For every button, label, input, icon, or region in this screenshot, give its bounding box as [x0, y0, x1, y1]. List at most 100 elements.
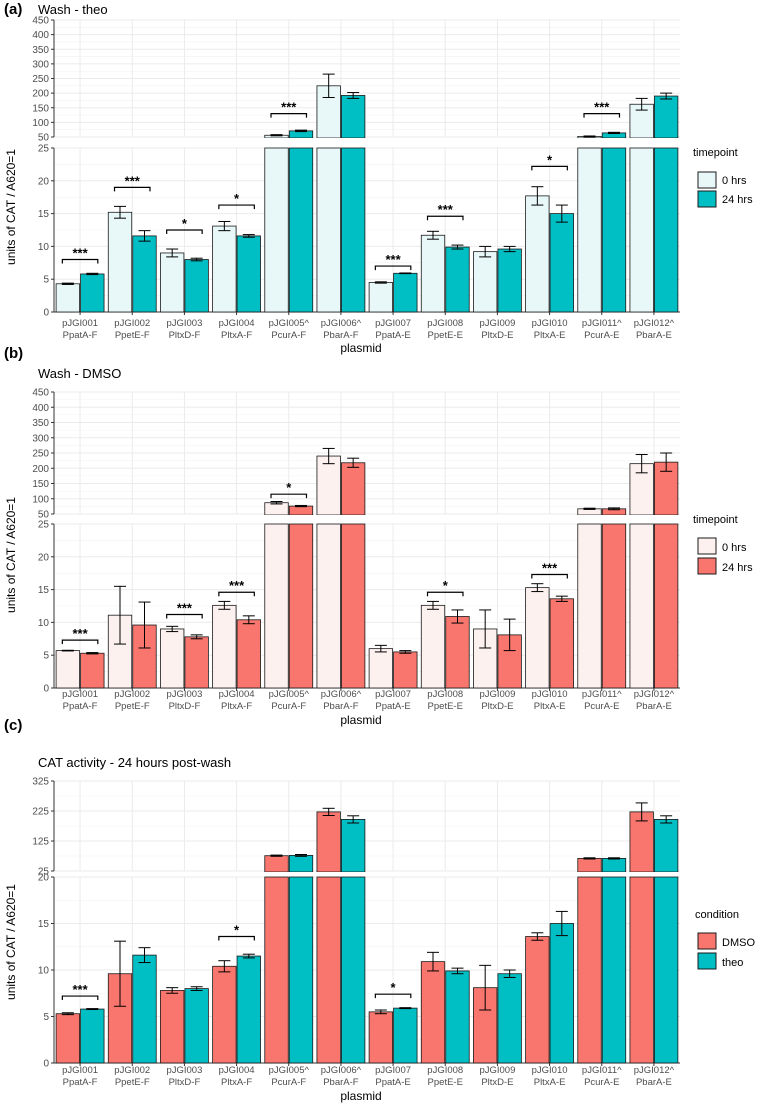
panel-label-c: (c)	[4, 717, 22, 734]
x-tick-label-promoter: PbarA-F	[323, 1077, 359, 1088]
legend-title-b: timepoint	[693, 514, 738, 526]
x-tick-label-plasmid: pJGI006^	[321, 318, 362, 329]
legend-swatch-0-a	[697, 171, 717, 189]
y-tick-label-lower: 25	[38, 144, 50, 155]
x-tick-label-plasmid: pJGI005^	[269, 689, 310, 700]
bar-DMSO-8	[420, 961, 446, 1064]
significance-label: *	[443, 578, 449, 593]
axis-break-gap	[52, 515, 682, 523]
panel-label-b: (b)	[4, 345, 23, 362]
y-tick-label-lower: 5	[43, 1012, 49, 1023]
bar-0-hrs-8	[420, 234, 446, 313]
x-tick-label-plasmid: pJGI010	[532, 689, 568, 700]
y-tick-label-upper: 125	[32, 837, 49, 848]
x-tick-label-promoter: PpatA-F	[63, 701, 98, 712]
x-tick-label-promoter: PltxA-E	[534, 1077, 566, 1088]
bar-24-hrs-1	[80, 273, 105, 313]
bar-theo-6	[341, 876, 366, 1064]
bar-24-hrs-11	[601, 147, 627, 313]
legend-entry-1-a: 24 hrs	[722, 194, 753, 206]
bar-24-hrs-2	[132, 235, 157, 313]
significance-bracket	[61, 639, 99, 645]
bar-upper-theo-5	[288, 855, 314, 873]
legend-swatch-0-b	[697, 537, 717, 555]
significance-label: ***	[542, 561, 558, 576]
x-tick-label-promoter: PcurA-F	[271, 1077, 306, 1088]
significance-bracket	[374, 993, 412, 999]
legend-entry-0-c: DMSO	[722, 937, 755, 949]
y-tick-label-lower: 10	[38, 966, 50, 977]
x-tick-label-plasmid: pJGI007	[375, 1065, 411, 1076]
bar-theo-11	[601, 876, 627, 1064]
bar-24-hrs-3	[184, 636, 209, 689]
y-tick-label-lower: 10	[38, 242, 50, 253]
x-tick-label-plasmid: pJGI011^	[582, 1065, 622, 1076]
legend-swatch-1-a	[697, 190, 717, 208]
y-tick-label-lower: 20	[38, 552, 50, 563]
x-tick-label-plasmid: pJGI008	[427, 1065, 463, 1076]
bar-24-hrs-4	[236, 235, 261, 313]
significance-bracket	[218, 935, 255, 941]
panel-title-a: Wash - theo	[38, 2, 108, 17]
x-tick-label-plasmid: pJGI001	[62, 1065, 98, 1076]
panel-a: (a) Wash - theo units of CAT / A620=1 pl…	[4, 1, 753, 355]
bar-24-hrs-1	[80, 652, 105, 689]
panel-title-b: Wash - DMSO	[38, 366, 121, 381]
bar-DMSO-4	[212, 965, 237, 1064]
bar-0-hrs-10	[525, 195, 550, 313]
bar-0-hrs-4	[212, 225, 237, 313]
bar-24-hrs-4	[236, 619, 261, 689]
x-tick-label-promoter: PbarA-F	[323, 330, 359, 341]
x-tick-label-plasmid: pJGI009	[479, 318, 515, 329]
bar-0-hrs-8	[420, 604, 446, 689]
bar-DMSO-6	[316, 876, 341, 1064]
panel-title-c: CAT activity - 24 hours post-wash	[38, 755, 231, 770]
bar-0-hrs-3	[160, 252, 185, 313]
y-tick-label-lower: 0	[43, 1059, 49, 1070]
x-tick-label-plasmid: pJGI003	[166, 689, 202, 700]
y-tick-label-lower: 20	[38, 873, 50, 884]
y-tick-label-lower: 20	[38, 176, 50, 187]
significance-bracket	[218, 204, 255, 210]
bar-0-hrs-11	[577, 147, 602, 313]
x-tick-label-plasmid: pJGI002	[114, 318, 150, 329]
x-tick-label-plasmid: pJGI002	[114, 1065, 150, 1076]
x-tick-label-plasmid: pJGI011^	[582, 689, 622, 700]
bar-upper-DMSO-5	[264, 855, 289, 873]
bar-upper-24-hrs-5	[288, 505, 314, 516]
bar-0-hrs-5	[264, 523, 289, 689]
y-tick-label-upper: 50	[38, 133, 50, 144]
x-tick-label-plasmid: pJGI006^	[321, 689, 362, 700]
y-tick-label-lower: 0	[43, 308, 49, 319]
bar-upper-DMSO-6	[316, 811, 341, 873]
y-tick-label-upper: 450	[32, 16, 49, 27]
bar-0-hrs-11	[577, 523, 602, 689]
bar-DMSO-5	[264, 876, 289, 1064]
x-tick-label-promoter: PltxD-F	[169, 1077, 201, 1088]
x-tick-label-plasmid: pJGI005^	[269, 318, 310, 329]
significance-bracket	[374, 265, 412, 271]
y-tick-label-upper: 325	[32, 777, 49, 788]
y-tick-label-upper: 250	[32, 74, 49, 85]
x-tick-label-plasmid: pJGI004	[219, 1065, 255, 1076]
x-tick-label-promoter: PltxA-F	[221, 1077, 252, 1088]
y-axis-label-c: units of CAT / A620=1	[4, 884, 18, 1000]
x-tick-label-promoter: PpatA-E	[375, 330, 410, 341]
bar-24-hrs-5	[288, 523, 314, 689]
y-tick-label-upper: 150	[32, 479, 49, 490]
y-tick-label-lower: 15	[38, 585, 50, 596]
x-tick-label-promoter: PpetE-F	[115, 701, 150, 712]
bar-upper-theo-6	[341, 819, 366, 873]
legend-entry-0-b: 0 hrs	[722, 542, 747, 554]
x-tick-label-plasmid: pJGI012^	[634, 689, 675, 700]
y-axis-label-a: units of CAT / A620=1	[4, 149, 18, 265]
y-tick-label-upper: 300	[32, 59, 49, 70]
bar-0-hrs-1	[55, 283, 80, 313]
bar-0-hrs-7	[368, 282, 393, 313]
bar-theo-2	[132, 954, 157, 1064]
axis-break-gap	[52, 138, 682, 147]
bar-0-hrs-7	[368, 648, 393, 689]
x-tick-label-promoter: PpetE-E	[428, 701, 463, 712]
bar-0-hrs-5	[264, 147, 289, 313]
